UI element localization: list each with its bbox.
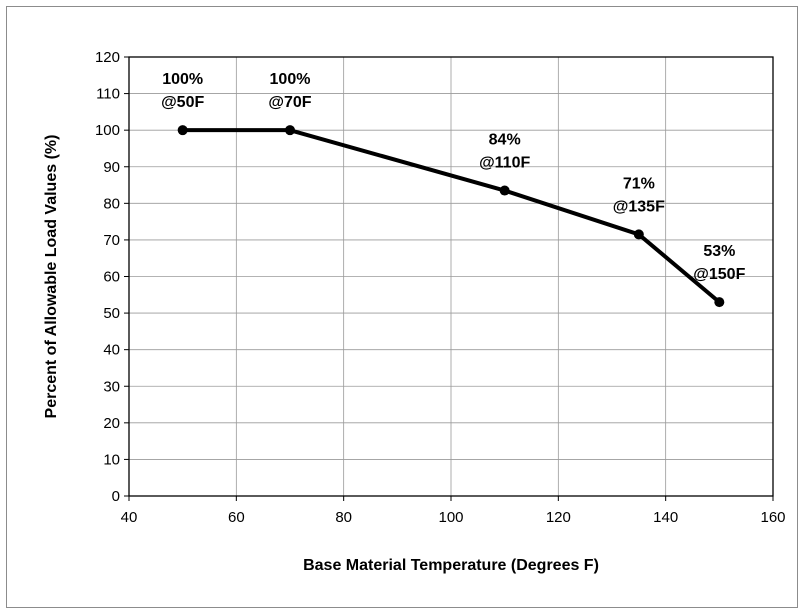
data-point — [634, 229, 644, 239]
data-label: 53% — [703, 243, 735, 260]
y-tick-label: 20 — [103, 415, 120, 432]
y-tick-label: 110 — [96, 86, 120, 103]
x-tick-label: 60 — [228, 509, 245, 526]
x-tick-label: 40 — [121, 509, 138, 526]
chart-frame: 0 10 20 30 40 50 60 70 80 90 100 110 120 40 60 80 100 120… — [6, 6, 798, 608]
data-label: @150F — [693, 266, 745, 283]
x-tick-label: 120 — [546, 509, 571, 526]
x-tick-label: 140 — [653, 509, 678, 526]
y-tick-label: 0 — [112, 488, 120, 505]
data-label: 71% — [623, 175, 655, 192]
y-tick-label: 120 — [95, 49, 120, 66]
x-tick-label: 80 — [335, 509, 352, 526]
y-tick-label: 80 — [103, 195, 120, 212]
grid — [129, 57, 773, 496]
y-tick-label: 30 — [103, 378, 120, 395]
data-label: @135F — [613, 198, 665, 215]
y-tick-label: 50 — [103, 305, 120, 322]
data-label: @70F — [268, 94, 311, 111]
data-point — [178, 125, 188, 135]
data-point — [714, 297, 724, 307]
y-tick-label: 70 — [103, 232, 120, 249]
x-tick-label: 100 — [438, 509, 463, 526]
data-point — [500, 186, 510, 196]
axis-ticks: 0 10 20 30 40 50 60 70 80 90 100 110 120 40 60 80 100 120… — [95, 49, 786, 526]
y-axis-title: Percent of Allowable Load Values (%) — [43, 135, 60, 419]
data-label: @110F — [479, 155, 530, 172]
x-axis-title: Base Material Temperature (Degrees F) — [303, 557, 599, 574]
data-label: @50F — [161, 94, 204, 111]
x-tick-label: 160 — [760, 509, 785, 526]
data-label: 84% — [489, 132, 521, 149]
data-point — [285, 125, 295, 135]
data-label: 100% — [270, 71, 311, 88]
y-tick-label: 90 — [103, 159, 120, 176]
data-label: 100% — [162, 71, 203, 88]
y-tick-label: 60 — [103, 269, 120, 286]
y-tick-label: 40 — [103, 342, 120, 359]
line-chart: 0 10 20 30 40 50 60 70 80 90 100 110 120 40 60 80 100 120… — [7, 7, 799, 609]
y-tick-label: 10 — [103, 451, 120, 468]
y-tick-label: 100 — [95, 122, 120, 139]
